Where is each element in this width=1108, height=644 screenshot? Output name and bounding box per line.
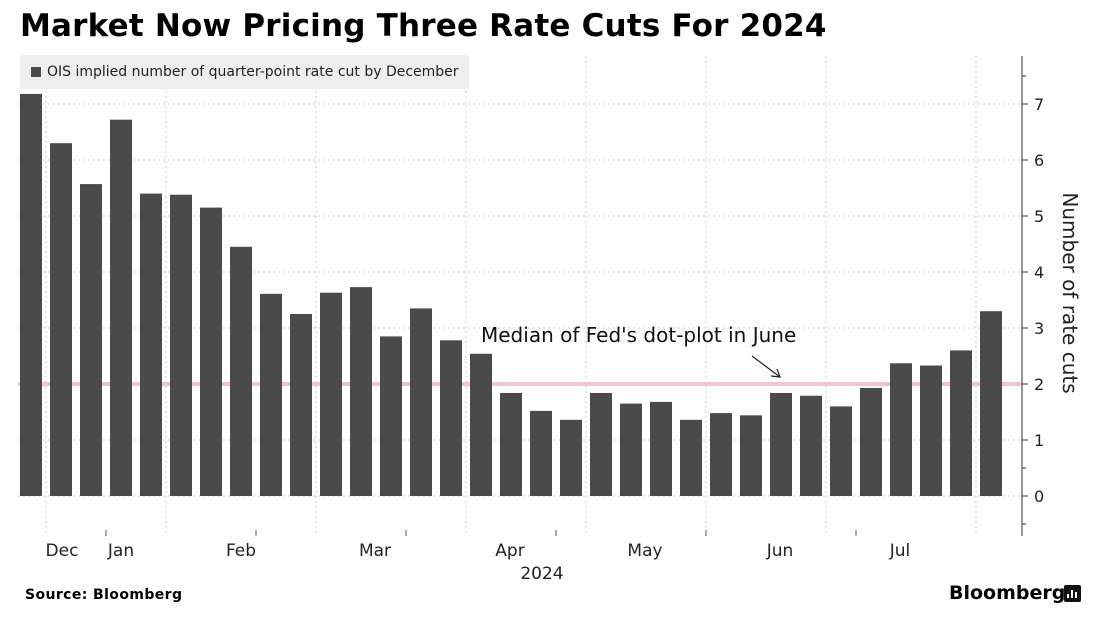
bar [380, 336, 402, 496]
bar [260, 293, 282, 496]
bar [110, 119, 132, 497]
x-tick-label: May [627, 541, 662, 561]
bar [860, 387, 882, 496]
x-tick-label: Jan [107, 541, 134, 561]
bar [230, 246, 252, 496]
y-tick-label: 0 [1034, 487, 1044, 506]
y-tick-label: 5 [1034, 207, 1044, 226]
brand-logo: Bloomberg [949, 582, 1066, 604]
x-tick-label: Apr [495, 541, 524, 561]
bar [470, 353, 492, 496]
annotation-arrow-head [770, 368, 781, 378]
bar [680, 419, 702, 496]
bar [80, 184, 102, 496]
x-tick-label: Dec [46, 541, 79, 561]
y-tick-label: 3 [1034, 319, 1044, 338]
bar [830, 406, 852, 496]
bar [440, 340, 462, 496]
bar [920, 365, 942, 496]
bar [350, 287, 372, 496]
y-tick-label: 6 [1034, 151, 1044, 170]
terminal-icon [1064, 585, 1081, 602]
bar [170, 194, 192, 496]
bar [800, 395, 822, 496]
annotation-label: Median of Fed's dot-plot in June [481, 323, 797, 347]
bar [950, 350, 972, 496]
bar [200, 207, 222, 496]
bar [620, 403, 642, 496]
bar [290, 314, 312, 496]
y-axis-title: Number of rate cuts [1058, 192, 1082, 394]
bar [560, 419, 582, 496]
bar [740, 415, 762, 496]
bar [650, 401, 672, 496]
y-tick-label: 7 [1034, 95, 1044, 114]
x-tick-label: Jun [766, 541, 794, 561]
chart-title: Market Now Pricing Three Rate Cuts For 2… [20, 8, 827, 44]
x-year-label: 2024 [520, 564, 563, 584]
y-tick-label: 4 [1034, 263, 1044, 282]
bar [140, 193, 162, 496]
legend-label: OIS implied number of quarter-point rate… [47, 64, 459, 80]
bar [410, 308, 432, 496]
bar [890, 363, 912, 496]
bar [980, 311, 1002, 496]
bar-series [20, 93, 1002, 497]
bar [50, 143, 72, 496]
y-tick-label: 1 [1034, 431, 1044, 450]
x-tick-label: Jul [889, 541, 911, 561]
annotation-arrow-line [751, 355, 781, 378]
bar [710, 413, 732, 496]
source-note: Source: Bloomberg [25, 587, 183, 603]
x-tick-label: Mar [359, 541, 391, 561]
bar [530, 410, 552, 496]
annotation-arrow-layer [751, 355, 781, 378]
legend-swatch [31, 67, 41, 77]
bar [770, 392, 792, 496]
axes: 0 1 2 3 4 5 6 7 Dec Jan Feb Mar Apr May Jun Jul 2024 [46, 56, 1044, 584]
bar [320, 292, 342, 496]
bar [20, 93, 42, 497]
bar [500, 392, 522, 496]
legend: OIS implied number of quarter-point rate… [20, 55, 469, 89]
bar [590, 392, 612, 496]
x-tick-label: Feb [226, 541, 256, 561]
y-tick-label: 2 [1034, 375, 1044, 394]
